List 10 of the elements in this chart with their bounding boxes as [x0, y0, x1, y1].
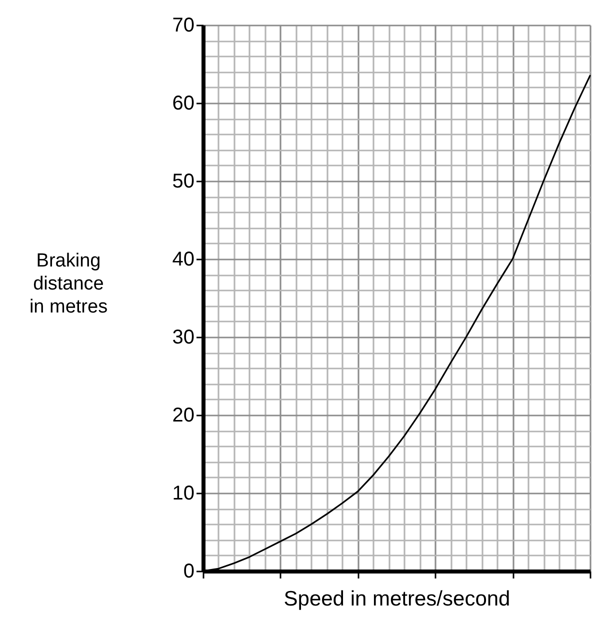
x-axis-title: Speed in metres/second [284, 588, 510, 610]
y-tick-label: 40 [172, 248, 194, 270]
y-tick-label: 70 [172, 14, 194, 36]
y-tick-label: 20 [172, 404, 194, 426]
y-tick-label: 50 [172, 170, 194, 192]
y-tick-label: 30 [172, 326, 194, 348]
y-tick-label: 10 [172, 482, 194, 504]
y-axis-title: Braking distance in metres [29, 250, 108, 318]
y-tick-label: 60 [172, 92, 194, 114]
y-tick-label: 0 [183, 560, 194, 582]
